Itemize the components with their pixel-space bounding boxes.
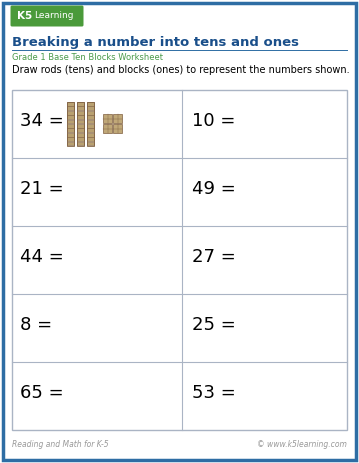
Bar: [67, 128, 74, 132]
Text: 10 =: 10 =: [192, 112, 236, 130]
Text: K5: K5: [17, 11, 32, 21]
Bar: [77, 137, 84, 141]
Text: © www.k5learning.com: © www.k5learning.com: [257, 440, 347, 449]
Bar: [87, 124, 94, 128]
Bar: [67, 137, 74, 141]
Bar: [87, 111, 94, 115]
Bar: [103, 124, 112, 133]
FancyBboxPatch shape: [10, 6, 84, 26]
Bar: [77, 106, 84, 110]
Bar: [12, 90, 347, 430]
Bar: [87, 106, 94, 110]
Bar: [77, 115, 84, 119]
Bar: [67, 124, 74, 128]
Bar: [77, 124, 84, 128]
Bar: [77, 102, 84, 106]
Bar: [87, 102, 94, 146]
Bar: [77, 133, 84, 137]
Bar: [77, 102, 84, 146]
Bar: [77, 111, 84, 115]
Text: 27 =: 27 =: [192, 248, 236, 266]
Text: 44 =: 44 =: [20, 248, 64, 266]
Bar: [77, 142, 84, 145]
Bar: [87, 133, 94, 137]
Bar: [67, 106, 74, 110]
Bar: [77, 128, 84, 132]
Text: 25 =: 25 =: [192, 316, 236, 334]
Bar: [67, 142, 74, 145]
Bar: [67, 133, 74, 137]
Bar: [103, 114, 112, 123]
Text: Learning: Learning: [34, 12, 74, 20]
Text: 53 =: 53 =: [192, 384, 236, 401]
Bar: [77, 119, 84, 124]
Text: 21 =: 21 =: [20, 180, 64, 198]
Bar: [87, 119, 94, 124]
Text: 8 =: 8 =: [20, 316, 52, 334]
Bar: [67, 115, 74, 119]
Bar: [67, 102, 74, 106]
Bar: [87, 115, 94, 119]
Bar: [67, 102, 74, 146]
Bar: [67, 111, 74, 115]
Bar: [113, 124, 122, 133]
Bar: [87, 137, 94, 141]
Bar: [67, 119, 74, 124]
Bar: [87, 128, 94, 132]
Bar: [87, 142, 94, 145]
Text: Breaking a number into tens and ones: Breaking a number into tens and ones: [12, 36, 299, 49]
Text: Reading and Math for K-5: Reading and Math for K-5: [12, 440, 109, 449]
Bar: [87, 102, 94, 106]
Text: 49 =: 49 =: [192, 180, 236, 198]
Bar: [113, 114, 122, 123]
Text: Grade 1 Base Ten Blocks Worksheet: Grade 1 Base Ten Blocks Worksheet: [12, 53, 163, 62]
Text: 34 =: 34 =: [20, 112, 64, 130]
Text: 65 =: 65 =: [20, 384, 64, 401]
Text: Draw rods (tens) and blocks (ones) to represent the numbers shown.: Draw rods (tens) and blocks (ones) to re…: [12, 65, 350, 75]
